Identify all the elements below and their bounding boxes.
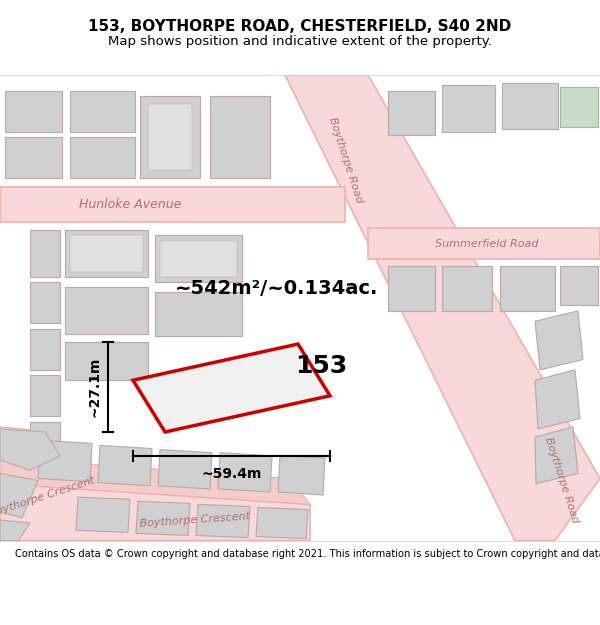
Text: Boythorpe Crescent: Boythorpe Crescent <box>139 511 251 529</box>
Polygon shape <box>65 342 148 380</box>
Polygon shape <box>5 91 62 132</box>
Polygon shape <box>30 375 60 416</box>
Polygon shape <box>76 497 130 532</box>
Polygon shape <box>70 137 135 179</box>
Polygon shape <box>560 266 598 305</box>
Polygon shape <box>155 236 242 282</box>
Polygon shape <box>133 344 330 432</box>
Text: Map shows position and indicative extent of the property.: Map shows position and indicative extent… <box>108 35 492 48</box>
Polygon shape <box>256 508 308 539</box>
Polygon shape <box>0 187 345 222</box>
Polygon shape <box>560 88 598 127</box>
Polygon shape <box>155 292 242 336</box>
Polygon shape <box>65 230 148 277</box>
Text: Contains OS data © Crown copyright and database right 2021. This information is : Contains OS data © Crown copyright and d… <box>15 549 600 559</box>
Text: Boythorpe Road: Boythorpe Road <box>328 116 365 204</box>
Polygon shape <box>140 96 200 179</box>
Polygon shape <box>0 427 80 458</box>
Text: ~59.4m: ~59.4m <box>202 468 262 481</box>
Polygon shape <box>535 311 583 370</box>
Polygon shape <box>70 91 135 132</box>
Polygon shape <box>0 429 60 470</box>
Text: Summerfield Road: Summerfield Road <box>435 239 539 249</box>
Polygon shape <box>535 370 580 429</box>
Polygon shape <box>0 484 310 541</box>
Polygon shape <box>0 458 310 504</box>
Polygon shape <box>70 236 143 272</box>
Polygon shape <box>30 282 60 323</box>
Polygon shape <box>98 446 152 486</box>
Polygon shape <box>30 422 60 458</box>
Polygon shape <box>0 473 38 518</box>
Polygon shape <box>65 287 148 334</box>
Text: Hunloke Avenue: Hunloke Avenue <box>79 198 181 211</box>
Polygon shape <box>535 427 578 484</box>
Polygon shape <box>218 452 272 492</box>
Polygon shape <box>442 266 492 311</box>
Polygon shape <box>158 449 212 489</box>
Polygon shape <box>500 266 555 311</box>
Polygon shape <box>368 228 600 259</box>
Polygon shape <box>210 96 270 179</box>
Polygon shape <box>136 501 190 536</box>
Polygon shape <box>196 504 250 538</box>
Polygon shape <box>285 75 600 541</box>
Text: 153, BOYTHORPE ROAD, CHESTERFIELD, S40 2ND: 153, BOYTHORPE ROAD, CHESTERFIELD, S40 2… <box>88 19 512 34</box>
Polygon shape <box>30 329 60 370</box>
Text: ~542m²/~0.134ac.: ~542m²/~0.134ac. <box>175 279 379 298</box>
Polygon shape <box>388 91 435 135</box>
Text: Boythorpe Crescent: Boythorpe Crescent <box>0 476 96 519</box>
Polygon shape <box>442 86 495 132</box>
Polygon shape <box>160 241 237 277</box>
Polygon shape <box>5 137 62 179</box>
Text: Boythorpe Road: Boythorpe Road <box>544 436 581 525</box>
Text: 153: 153 <box>295 354 347 378</box>
Polygon shape <box>502 83 558 129</box>
Polygon shape <box>388 266 435 311</box>
Polygon shape <box>278 456 325 495</box>
Polygon shape <box>30 230 60 277</box>
Polygon shape <box>0 520 30 541</box>
Polygon shape <box>148 104 192 170</box>
Polygon shape <box>38 440 92 482</box>
Text: ~27.1m: ~27.1m <box>87 357 101 417</box>
